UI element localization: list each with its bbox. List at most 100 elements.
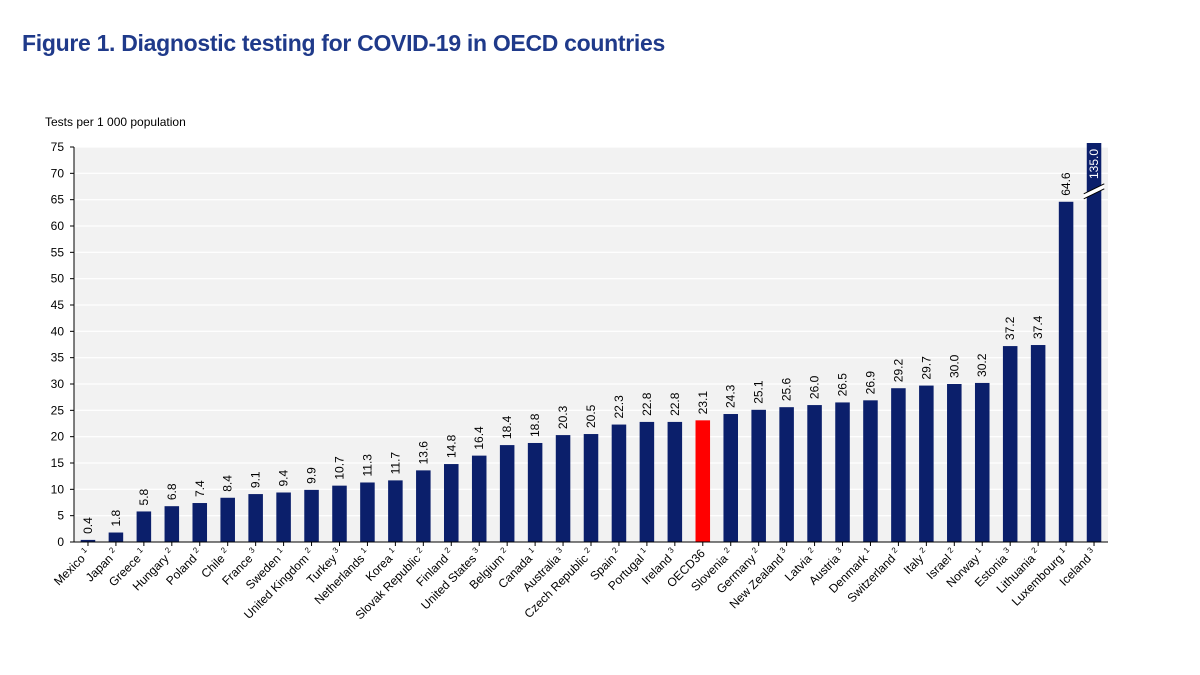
y-tick-label: 55	[51, 245, 65, 259]
bar	[1002, 346, 1018, 542]
category-footnote: 2	[806, 545, 816, 555]
category-footnote: 3	[1002, 545, 1012, 555]
bar	[807, 405, 822, 542]
value-label: 9.9	[305, 467, 319, 484]
bar	[695, 420, 711, 542]
category-footnote: 2	[219, 545, 229, 555]
category-footnote: 1	[135, 545, 145, 555]
value-label: 22.3	[612, 395, 626, 419]
category-name: Italy	[901, 551, 926, 576]
value-label: 29.2	[891, 359, 905, 383]
y-tick-label: 30	[51, 377, 65, 391]
y-axis-label: Tests per 1 000 population	[45, 115, 186, 129]
value-label: 13.6	[416, 441, 430, 465]
value-label: 8.4	[221, 475, 235, 492]
category-label: Mexico1	[50, 545, 93, 588]
category-footnote: 2	[582, 545, 592, 555]
value-label: 9.4	[277, 469, 291, 486]
y-tick-label: 20	[51, 430, 65, 444]
category-footnote: 2	[722, 545, 732, 555]
bar	[974, 382, 990, 542]
value-label: 11.7	[388, 452, 402, 475]
value-label: 18.4	[500, 415, 514, 439]
y-tick-label: 25	[51, 403, 65, 417]
value-label: 6.8	[165, 483, 179, 500]
category-footnote: 3	[666, 545, 676, 555]
value-label: 9.1	[249, 471, 263, 488]
value-label: 24.3	[724, 384, 738, 408]
bar	[779, 407, 794, 542]
bar	[444, 464, 459, 542]
value-label: 14.8	[444, 434, 458, 458]
bar	[136, 511, 152, 542]
category-footnote: 3	[471, 545, 481, 555]
category-footnote: 3	[778, 545, 788, 555]
y-tick-label: 75	[51, 140, 65, 154]
bar	[416, 470, 431, 542]
category-footnote: 3	[247, 545, 257, 555]
bar	[555, 435, 571, 542]
category-footnote: 1	[638, 545, 648, 555]
category-footnote: 2	[163, 545, 173, 555]
category-footnote: 2	[107, 545, 117, 555]
category-footnote: 2	[415, 545, 425, 555]
category-name: Iceland	[1057, 551, 1094, 588]
bar	[108, 532, 124, 542]
bar	[1030, 345, 1046, 542]
category-footnote: 1	[1057, 545, 1067, 555]
value-label: 64.6	[1059, 172, 1073, 196]
x-tick-label: Mexico1	[50, 545, 93, 588]
value-label: 20.5	[584, 404, 598, 428]
break-gap	[1083, 183, 1105, 199]
bar	[164, 506, 180, 542]
bar	[276, 492, 291, 542]
value-label: 25.6	[780, 377, 794, 401]
bar	[667, 421, 683, 542]
value-label: 7.4	[193, 480, 207, 497]
bar	[919, 385, 934, 542]
y-tick-label: 35	[51, 351, 65, 365]
value-label: 20.3	[556, 405, 570, 429]
category-footnote: 3	[331, 545, 341, 555]
value-labels: 0.4 1.8 5.8 6.8 7.4 8.4 9.1 9.4 9.9 10.7 11.3 11.7 1…	[81, 149, 1101, 534]
category-footnote: 2	[191, 545, 201, 555]
break-line	[1083, 183, 1105, 195]
axis-break-mark	[1083, 183, 1105, 200]
bar	[360, 482, 375, 542]
bar	[1086, 143, 1102, 542]
value-label: 10.7	[332, 456, 346, 480]
category-footnote: 1	[526, 545, 536, 555]
category-footnote: 1	[387, 545, 397, 555]
value-label: 5.8	[137, 488, 151, 505]
value-label: 26.9	[863, 371, 877, 395]
bar	[527, 442, 543, 542]
bar	[388, 480, 403, 542]
bar	[192, 503, 208, 542]
value-label: 37.4	[1031, 315, 1045, 339]
category-footnote: 2	[1030, 545, 1040, 555]
category-footnote: 1	[359, 545, 369, 555]
value-label: 16.4	[472, 426, 486, 450]
gridlines	[74, 146, 1108, 517]
bar	[611, 424, 627, 542]
category-footnote: 1	[79, 545, 89, 555]
y-tick-label: 40	[51, 324, 65, 338]
category-footnote: 1	[275, 545, 285, 555]
y-axis-ticks: 0 5 10 15 20 25 30 35 40 45 50 55 60 65 70 75	[51, 140, 74, 549]
category-footnote: 2	[918, 545, 928, 555]
x-axis-labels: Mexico1Japan2Greece1Hungary2Poland2Chile…	[50, 542, 1095, 622]
bars	[80, 143, 1105, 543]
category-footnote: 3	[554, 545, 564, 555]
bar	[80, 539, 96, 542]
category-footnote: 2	[610, 545, 620, 555]
category-footnote: 2	[443, 545, 453, 555]
value-label: 23.1	[696, 391, 710, 415]
category-footnote: 2	[750, 545, 760, 555]
bar	[248, 494, 263, 542]
value-label: 22.8	[640, 392, 654, 416]
value-label: 29.7	[919, 356, 933, 380]
category-footnote: 3	[1085, 545, 1095, 555]
y-tick-label: 70	[51, 166, 65, 180]
bar	[583, 434, 599, 542]
